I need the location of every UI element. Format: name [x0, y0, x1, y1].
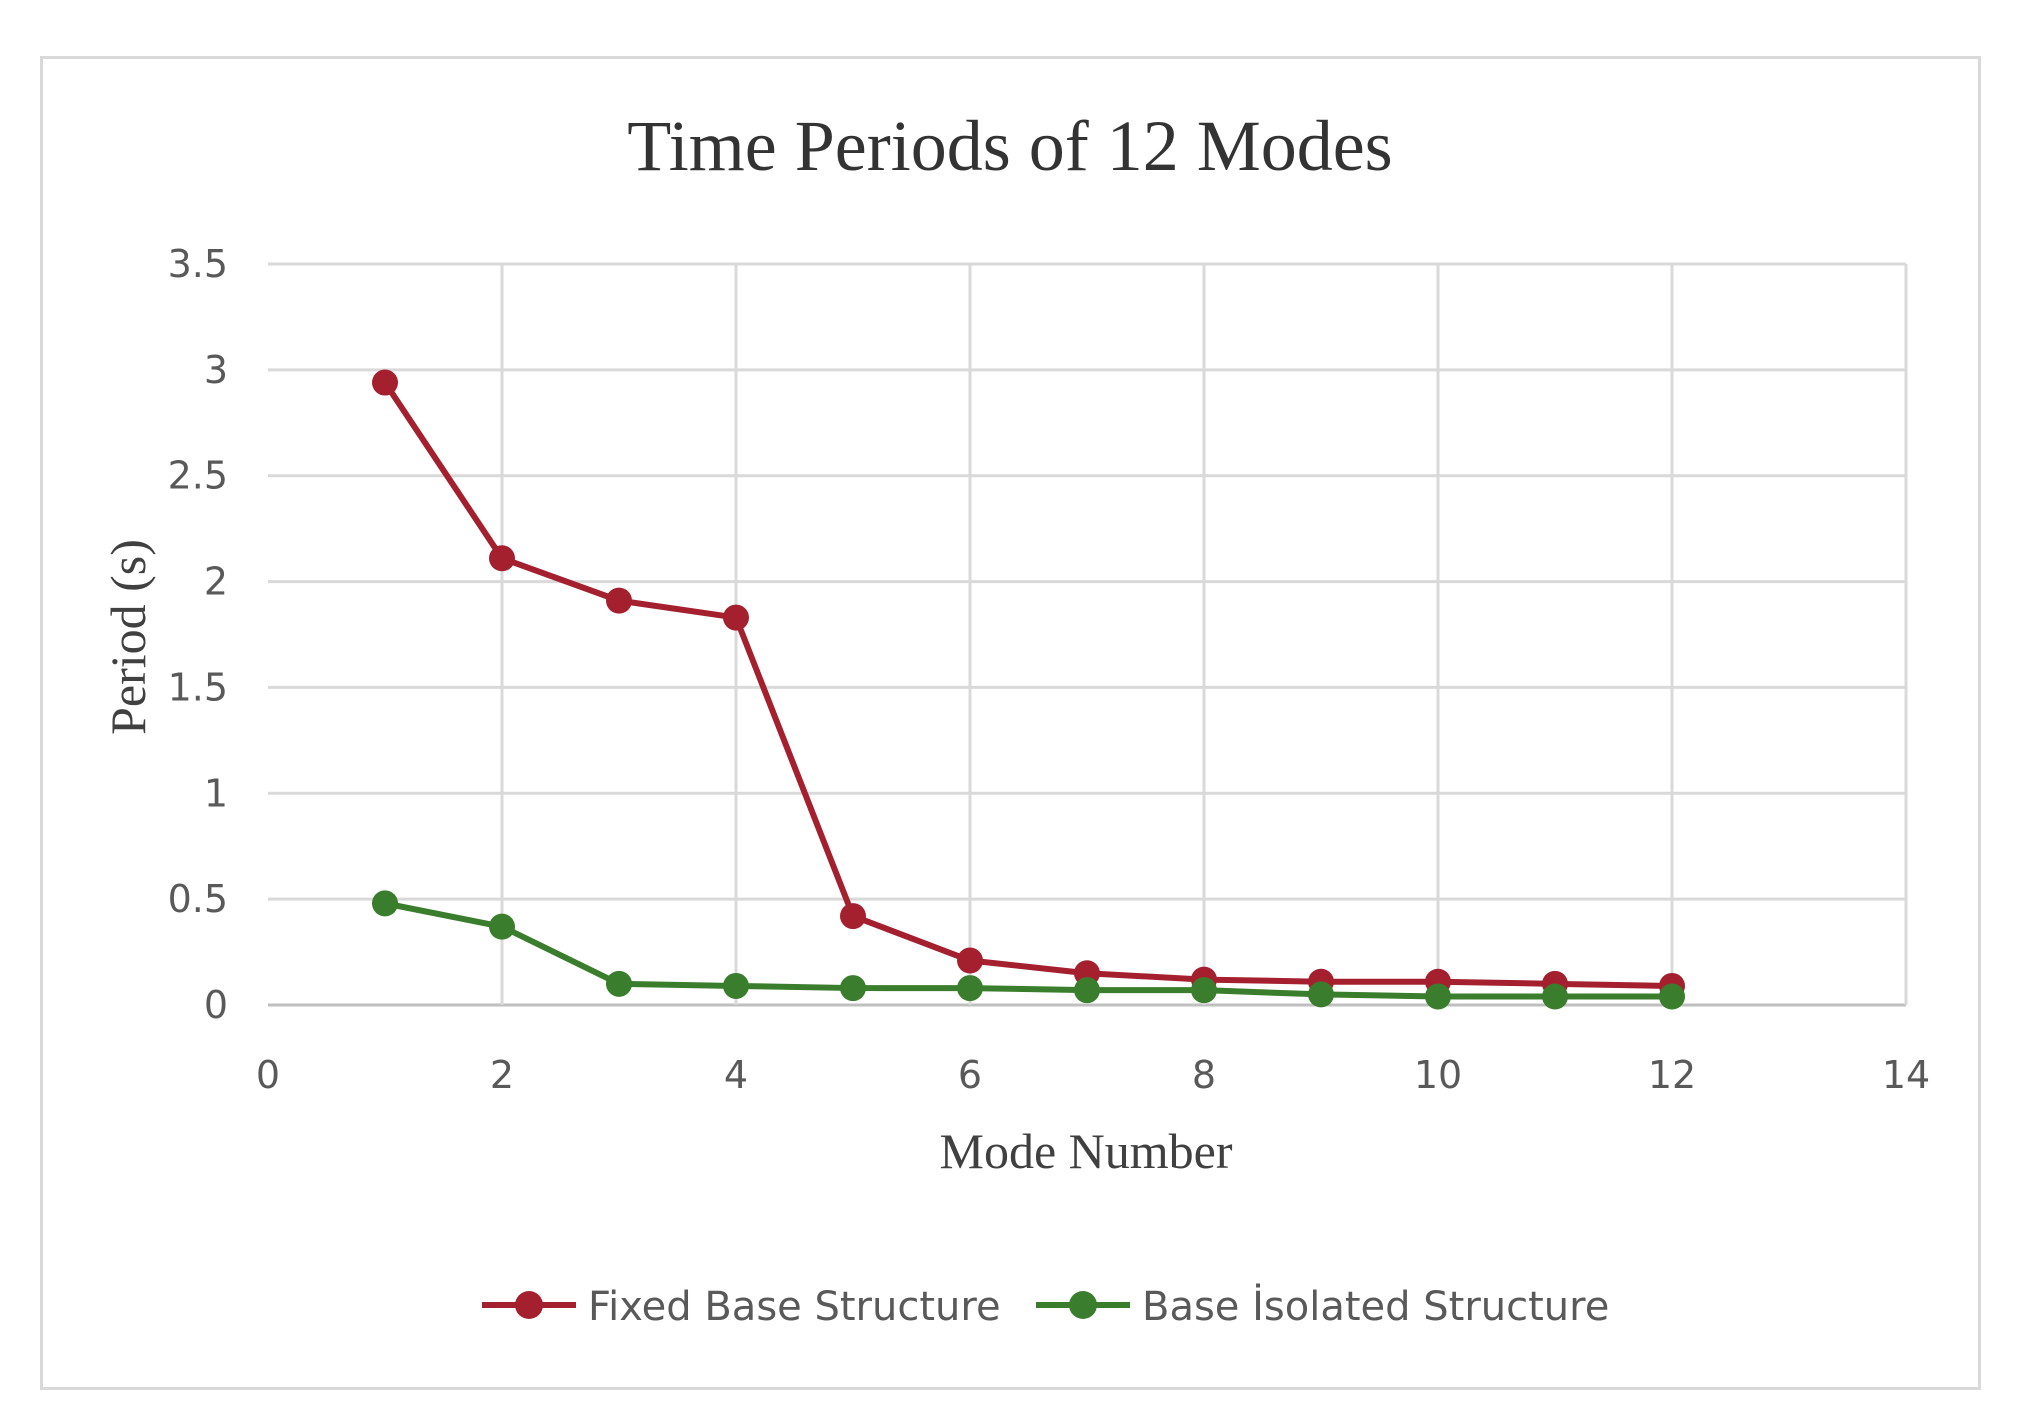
legend: Fixed Base Structure Base İsolated Struc…	[482, 1282, 1609, 1330]
data-point	[840, 903, 866, 930]
data-point	[957, 947, 983, 974]
data-point	[1659, 983, 1685, 1010]
data-point	[489, 913, 515, 940]
gridlines	[268, 262, 1908, 1007]
data-point	[606, 587, 632, 614]
legend-marker-base-isolated	[1069, 1291, 1097, 1319]
legend-marker-fixed-base	[515, 1291, 543, 1319]
y-axis-title: Period (s)	[100, 539, 156, 735]
data-point	[489, 545, 515, 572]
y-tick-label: 2	[204, 560, 228, 604]
series-line-0	[382, 380, 1673, 989]
y-tick-label: 3.5	[168, 242, 228, 286]
data-point	[606, 970, 632, 997]
data-point	[1308, 981, 1334, 1008]
legend-label-fixed-base: Fixed Base Structure	[588, 1284, 1001, 1330]
legend-item-fixed-base: Fixed Base Structure	[482, 1284, 1001, 1330]
x-axis-title: Mode Number	[940, 1123, 1233, 1179]
x-tick-label: 14	[1882, 1053, 1930, 1097]
x-tick-label: 10	[1414, 1053, 1462, 1097]
y-tick-label: 0	[204, 983, 228, 1027]
series-line-1	[384, 900, 1672, 1000]
y-tick-labels: 0 0.5 1 1.5 2 2.5 3 3.5	[168, 242, 228, 1027]
y-tick-label: 3	[204, 348, 228, 392]
data-point	[1074, 977, 1100, 1004]
x-tick-label: 4	[724, 1053, 748, 1097]
legend-item-base-isolated: Base İsolated Structure	[1036, 1282, 1609, 1330]
data-point	[957, 975, 983, 1002]
x-tick-labels: 0 2 4 6 8 10 12 14	[256, 1053, 1930, 1097]
x-tick-label: 6	[958, 1053, 982, 1097]
chart-frame	[40, 56, 1981, 1390]
data-point	[1191, 977, 1217, 1004]
chart-title: Time Periods of 12 Modes	[627, 106, 1392, 186]
data-point	[372, 890, 398, 917]
y-tick-label: 0.5	[168, 877, 228, 921]
data-point	[1542, 983, 1568, 1010]
x-tick-label: 0	[256, 1053, 280, 1097]
series-lines	[382, 380, 1673, 1000]
y-tick-label: 1.5	[168, 665, 228, 709]
data-point	[1425, 983, 1451, 1010]
data-point	[372, 369, 398, 396]
x-tick-label: 8	[1192, 1053, 1216, 1097]
legend-label-base-isolated: Base İsolated Structure	[1142, 1282, 1609, 1330]
x-tick-label: 12	[1648, 1053, 1696, 1097]
x-tick-label: 2	[490, 1053, 514, 1097]
data-point	[723, 604, 749, 631]
data-point	[723, 972, 749, 999]
data-point	[840, 975, 866, 1002]
y-tick-label: 2.5	[168, 454, 228, 498]
y-tick-label: 1	[204, 771, 228, 815]
series-points	[372, 369, 1685, 1010]
